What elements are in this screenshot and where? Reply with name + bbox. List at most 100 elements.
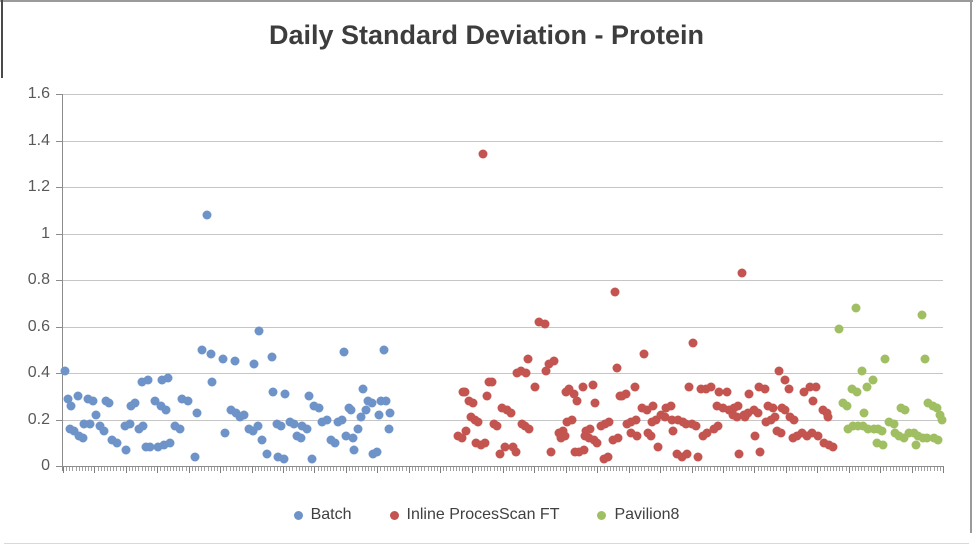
x-tick-mark xyxy=(757,467,759,471)
data-point-inline-processcan-ft xyxy=(471,438,481,448)
data-point-inline-processcan-ft xyxy=(661,403,671,413)
legend-label: Inline ProcesScan FT xyxy=(406,506,560,523)
data-point-inline-processcan-ft xyxy=(744,389,754,399)
x-tick-mark xyxy=(352,467,354,471)
data-point-batch xyxy=(314,403,324,413)
data-point-inline-processcan-ft xyxy=(740,412,750,422)
x-tick-mark xyxy=(477,467,479,471)
data-point-inline-processcan-ft xyxy=(506,408,516,418)
data-point-pavilion8 xyxy=(933,435,943,445)
x-tick-mark xyxy=(220,467,222,473)
x-tick-mark xyxy=(556,467,558,471)
x-tick-mark xyxy=(323,467,325,471)
data-point-batch xyxy=(280,389,290,399)
chart-title: Daily Standard Deviation - Protein xyxy=(268,20,705,50)
y-tick-mark xyxy=(56,280,63,281)
x-tick-mark xyxy=(160,467,162,471)
data-point-batch xyxy=(385,408,395,418)
data-point-batch xyxy=(207,377,217,387)
x-tick-mark xyxy=(694,467,696,471)
data-point-inline-processcan-ft xyxy=(492,421,502,431)
data-point-pavilion8 xyxy=(877,426,887,436)
data-point-inline-processcan-ft xyxy=(630,382,640,392)
data-point-inline-processcan-ft xyxy=(780,405,790,415)
data-point-batch xyxy=(161,405,171,415)
data-point-batch xyxy=(356,412,366,422)
x-tick-mark xyxy=(851,467,853,471)
x-tick-mark xyxy=(914,467,916,471)
x-tick-mark xyxy=(892,467,894,471)
data-point-inline-processcan-ft xyxy=(642,405,652,415)
x-tick-mark xyxy=(267,467,269,471)
x-tick-mark xyxy=(770,467,772,471)
x-tick-mark xyxy=(685,467,687,471)
x-tick-mark xyxy=(899,467,900,471)
x-tick-mark xyxy=(716,467,718,471)
x-tick-mark xyxy=(490,467,492,471)
x-tick-mark xyxy=(411,467,413,471)
data-point-inline-processcan-ft xyxy=(530,382,540,392)
x-tick-mark xyxy=(669,467,671,471)
x-tick-mark xyxy=(631,467,633,471)
x-tick-mark xyxy=(229,467,231,471)
data-point-batch xyxy=(376,396,386,406)
x-tick-mark xyxy=(930,467,932,471)
data-point-batch xyxy=(317,417,327,427)
x-tick-mark xyxy=(213,467,215,471)
data-point-inline-processcan-ft xyxy=(706,382,716,392)
data-point-inline-processcan-ft xyxy=(508,442,518,452)
x-tick-mark xyxy=(289,467,291,471)
data-point-inline-processcan-ft xyxy=(549,356,559,366)
x-tick-mark xyxy=(697,467,699,471)
x-tick-mark xyxy=(169,467,171,471)
x-tick-mark xyxy=(430,467,432,471)
x-tick-mark xyxy=(823,467,825,471)
data-point-inline-processcan-ft xyxy=(637,403,647,413)
data-point-batch xyxy=(262,449,272,459)
data-point-inline-processcan-ft xyxy=(737,268,747,278)
x-tick-mark xyxy=(603,467,605,471)
x-tick-mark xyxy=(308,467,310,471)
x-tick-mark xyxy=(179,467,181,471)
legend-label: Batch xyxy=(310,506,352,523)
x-tick-mark xyxy=(110,467,112,471)
x-tick-mark xyxy=(245,467,247,471)
data-point-batch xyxy=(358,384,368,394)
y-tick-label: 1.4 xyxy=(27,131,50,149)
data-point-pavilion8 xyxy=(900,405,910,415)
data-point-pavilion8 xyxy=(858,421,868,431)
data-point-inline-processcan-ft xyxy=(590,398,600,408)
x-tick-mark xyxy=(836,467,838,471)
x-tick-mark xyxy=(455,467,457,471)
data-point-inline-processcan-ft xyxy=(667,415,677,424)
x-tick-mark xyxy=(393,467,394,471)
data-point-batch xyxy=(183,396,193,406)
y-tick-label: 0.6 xyxy=(27,317,50,335)
data-point-inline-processcan-ft xyxy=(828,442,838,452)
data-point-pavilion8 xyxy=(917,310,927,320)
x-tick-mark xyxy=(204,467,206,471)
x-tick-mark xyxy=(679,467,680,471)
x-tick-mark xyxy=(528,467,530,471)
data-point-inline-processcan-ft xyxy=(473,417,483,427)
x-tick-mark xyxy=(94,467,96,473)
data-point-inline-processcan-ft xyxy=(754,382,764,392)
x-tick-mark xyxy=(820,467,822,471)
x-tick-mark xyxy=(578,467,580,471)
x-tick-mark xyxy=(829,467,831,471)
x-tick-mark xyxy=(635,467,636,471)
x-tick-mark xyxy=(317,467,319,471)
x-tick-mark xyxy=(845,467,847,471)
data-point-inline-processcan-ft xyxy=(612,363,622,373)
x-tick-mark xyxy=(741,467,743,471)
legend-item-pavilion8: Pavilion8 xyxy=(597,506,679,524)
x-tick-mark xyxy=(72,467,74,471)
x-tick-mark xyxy=(650,467,652,471)
x-tick-mark xyxy=(713,467,715,471)
data-point-inline-processcan-ft xyxy=(495,449,505,459)
data-point-inline-processcan-ft xyxy=(572,396,582,406)
x-tick-mark xyxy=(239,467,240,471)
data-point-pavilion8 xyxy=(863,424,873,434)
data-point-pavilion8 xyxy=(868,375,878,385)
data-point-inline-processcan-ft xyxy=(521,368,531,378)
